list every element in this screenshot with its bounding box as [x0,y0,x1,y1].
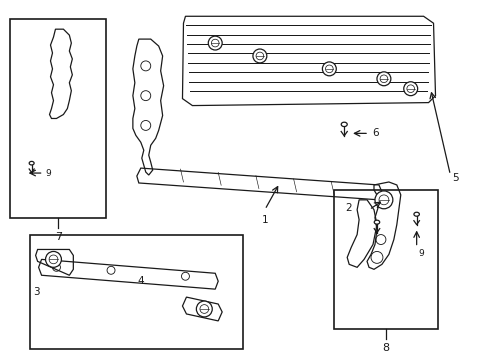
Ellipse shape [341,122,346,127]
Bar [30,235,243,349]
Text: 1: 1 [261,215,267,225]
Text: 6: 6 [371,129,378,138]
Ellipse shape [413,212,419,216]
Circle shape [208,36,222,50]
Text: 8: 8 [382,343,388,353]
Bar [334,190,438,329]
Circle shape [196,301,212,317]
Circle shape [252,49,266,63]
Polygon shape [182,16,435,105]
Ellipse shape [29,161,34,165]
Circle shape [376,72,390,86]
Text: 9: 9 [45,168,51,177]
Circle shape [45,251,61,267]
Text: 2: 2 [345,203,351,213]
Text: 5: 5 [451,173,458,183]
Bar [10,19,106,218]
Circle shape [322,62,336,76]
Text: 4: 4 [137,276,144,286]
Text: 3: 3 [33,287,40,297]
Circle shape [374,191,392,209]
Ellipse shape [373,220,379,224]
Circle shape [403,82,417,96]
Text: 7: 7 [55,231,62,242]
Text: 9: 9 [418,249,424,258]
